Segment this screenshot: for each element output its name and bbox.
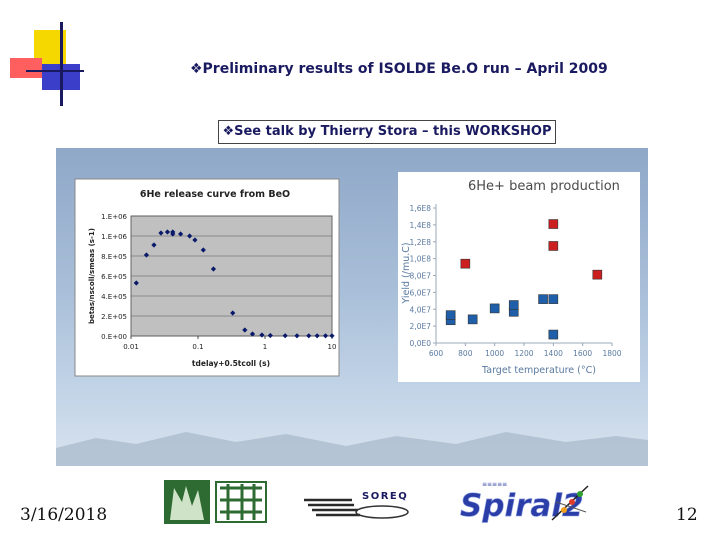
release-y-tick-label: 4.E+05 [101,293,127,301]
release-data-point [192,237,198,243]
spiral2-logo-dot-2 [569,499,575,505]
release-data-point [242,327,248,333]
beam-data-point-blue [489,303,500,314]
soreq-logo-text: SOREQ [362,491,408,502]
release-data-point [259,332,265,338]
spiral2-logo-bar: ≡≡≡≡≡ [482,481,507,488]
release-data-point [158,230,164,236]
beam-x-label: Target temperature (°C) [481,365,596,376]
release-data-point [314,333,320,339]
release-x-tick-label: 0.1 [192,343,203,351]
decor-vertical-line [60,22,63,106]
release-data-point [230,310,236,316]
release-y-tick-label: 6.E+05 [101,273,127,281]
beam-data-point-red [592,269,603,280]
release-data-point [322,333,329,339]
beam-data-point-blue [467,314,478,325]
beam-x-tick-label: 1800 [602,349,621,358]
release-data-point [210,266,217,272]
release-y-tick-label: 2.E+05 [101,313,127,321]
ganil-logo-tree [170,486,204,520]
beam-data-point-blue [538,294,548,304]
chart-panel-svg: 6He release curve from BeO 0.E+00 2.E+05 4… [56,172,648,466]
beam-data-point-blue [445,310,456,320]
release-x-tick-label: 1 [263,343,267,351]
release-data-point [187,233,193,239]
beam-y-tick-label: 1,6E8 [410,204,432,213]
release-data-point [249,331,256,337]
release-x-label: tdelay+0.5tcoll (s) [192,359,270,368]
beam-x-tick-label: 1600 [573,349,592,358]
slide-subtitle: ❖See talk by Thierry Stora – this WORKSH… [218,120,556,144]
beam-data-point-red [460,258,471,269]
beam-y-label: Yield (/mu.C) [401,242,412,304]
release-data-point [267,332,273,339]
spiral2-logo-dot-3 [577,491,583,497]
release-y-tick-label: 1.E+06 [101,213,127,221]
release-data-point [151,242,157,248]
release-data-point [178,231,184,237]
slide-number: 12 [676,505,698,525]
release-chart: 6He release curve from BeO 0.E+00 2.E+05 4… [74,178,340,377]
spiral2-logo-dot-1 [561,507,567,513]
beam-data-point-red [548,241,559,251]
soreq-logo: SOREQ [304,491,409,519]
release-x-tick-label: 0.01 [123,343,139,351]
decor-red-square [10,58,42,78]
mountain-silhouette [56,432,648,466]
beam-y-tick-label: 1,0E8 [410,255,432,264]
release-y-tick-label: 1.E+06 [101,233,127,241]
release-data-point [170,231,176,237]
beam-x-tick-label: 1400 [544,349,563,358]
decor-horizontal-line [26,70,84,72]
footer-date: 3/16/2018 [20,505,108,525]
release-data-point [329,333,335,339]
beam-y-tick-label: 1,2E8 [410,238,432,247]
release-data-point [133,280,139,286]
beam-y-tick-label: 1,4E8 [410,221,432,230]
release-y-tick-label: 8.E+05 [101,253,127,261]
release-chart-title: 6He release curve from BeO [140,189,290,200]
spiral2-logo-text: Spiral2 [460,488,584,524]
beam-y-tick-label: 4,0E7 [410,305,432,314]
release-y-label: betas/nscoll/smeas (s-1) [88,228,96,324]
beam-data-point-blue [508,300,519,310]
spiral2-logo-cross [555,501,587,513]
release-x-tick-label: 10 [328,343,337,351]
beam-y-tick-label: 8,0E7 [410,272,432,281]
ganil-logo-glyph [220,484,262,520]
spiral2-logo: ≡≡≡≡≡ Spiral2 [460,481,589,524]
beam-y-tick-label: 0,0E0 [410,339,432,348]
beam-x-tick-label: 1200 [514,349,533,358]
beam-chart-title: 6He+ beam production [468,179,620,194]
beam-data-point-blue [548,294,559,304]
beam-x-tick-label: 800 [458,349,473,358]
ganil-logo [164,480,267,524]
slide-title: ❖Preliminary results of ISOLDE Be.O run … [190,61,608,77]
beam-chart: 6He+ beam production 0,0E0 2,0E7 4,0E7 6,0E… [398,172,640,382]
beam-data-point-blue [548,329,559,340]
beam-y-tick-label: 2,0E7 [410,322,432,331]
release-data-point [200,247,206,253]
soreq-logo-orbit [355,505,409,519]
beam-x-tick-label: 600 [429,349,444,358]
beam-x-tick-label: 1000 [485,349,504,358]
chart-panel: 6He release curve from BeO 0.E+00 2.E+05 4… [56,148,648,466]
beam-y-tick-label: 6,0E7 [410,288,432,297]
beam-data-point-red [548,219,559,229]
release-data-point [282,333,288,339]
soreq-logo-stripes [304,498,360,517]
release-y-tick-label: 0.E+00 [101,333,127,341]
